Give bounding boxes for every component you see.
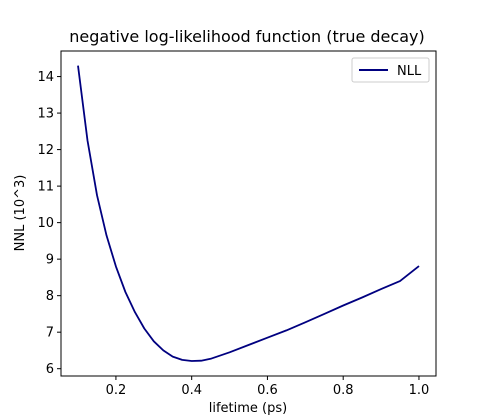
y-tick-label: 6 bbox=[46, 362, 54, 377]
chart-title: negative log-likelihood function (true d… bbox=[69, 27, 424, 46]
x-tick-label: 0.8 bbox=[333, 383, 354, 398]
y-tick-label: 12 bbox=[37, 143, 54, 158]
y-tick-label: 8 bbox=[46, 289, 54, 304]
legend: NLL bbox=[351, 57, 430, 83]
y-axis: 6 7 8 9 10 11 12 13 14 bbox=[37, 70, 61, 377]
y-tick-label: 13 bbox=[37, 107, 54, 122]
legend-box bbox=[351, 57, 430, 83]
y-tick-label: 10 bbox=[37, 216, 54, 231]
series-line-nll bbox=[77, 65, 420, 362]
x-tick-label: 1.0 bbox=[409, 383, 430, 398]
y-tick-label: 9 bbox=[46, 253, 54, 268]
y-axis-label: NNL (10^3) bbox=[13, 175, 28, 252]
plot-area-frame bbox=[60, 50, 437, 377]
series-layer bbox=[77, 65, 420, 362]
x-tick-label: 0.2 bbox=[106, 383, 127, 398]
y-tick-label: 14 bbox=[37, 70, 54, 85]
x-tick-label: 0.4 bbox=[181, 383, 202, 398]
legend-label-nll: NLL bbox=[397, 64, 422, 79]
y-tick-label: 11 bbox=[37, 180, 54, 195]
x-axis: 0.2 0.4 0.6 0.8 1.0 bbox=[106, 376, 430, 398]
y-tick-label: 7 bbox=[46, 326, 54, 341]
x-axis-label: lifetime (ps) bbox=[209, 401, 287, 416]
x-tick-label: 0.6 bbox=[257, 383, 278, 398]
